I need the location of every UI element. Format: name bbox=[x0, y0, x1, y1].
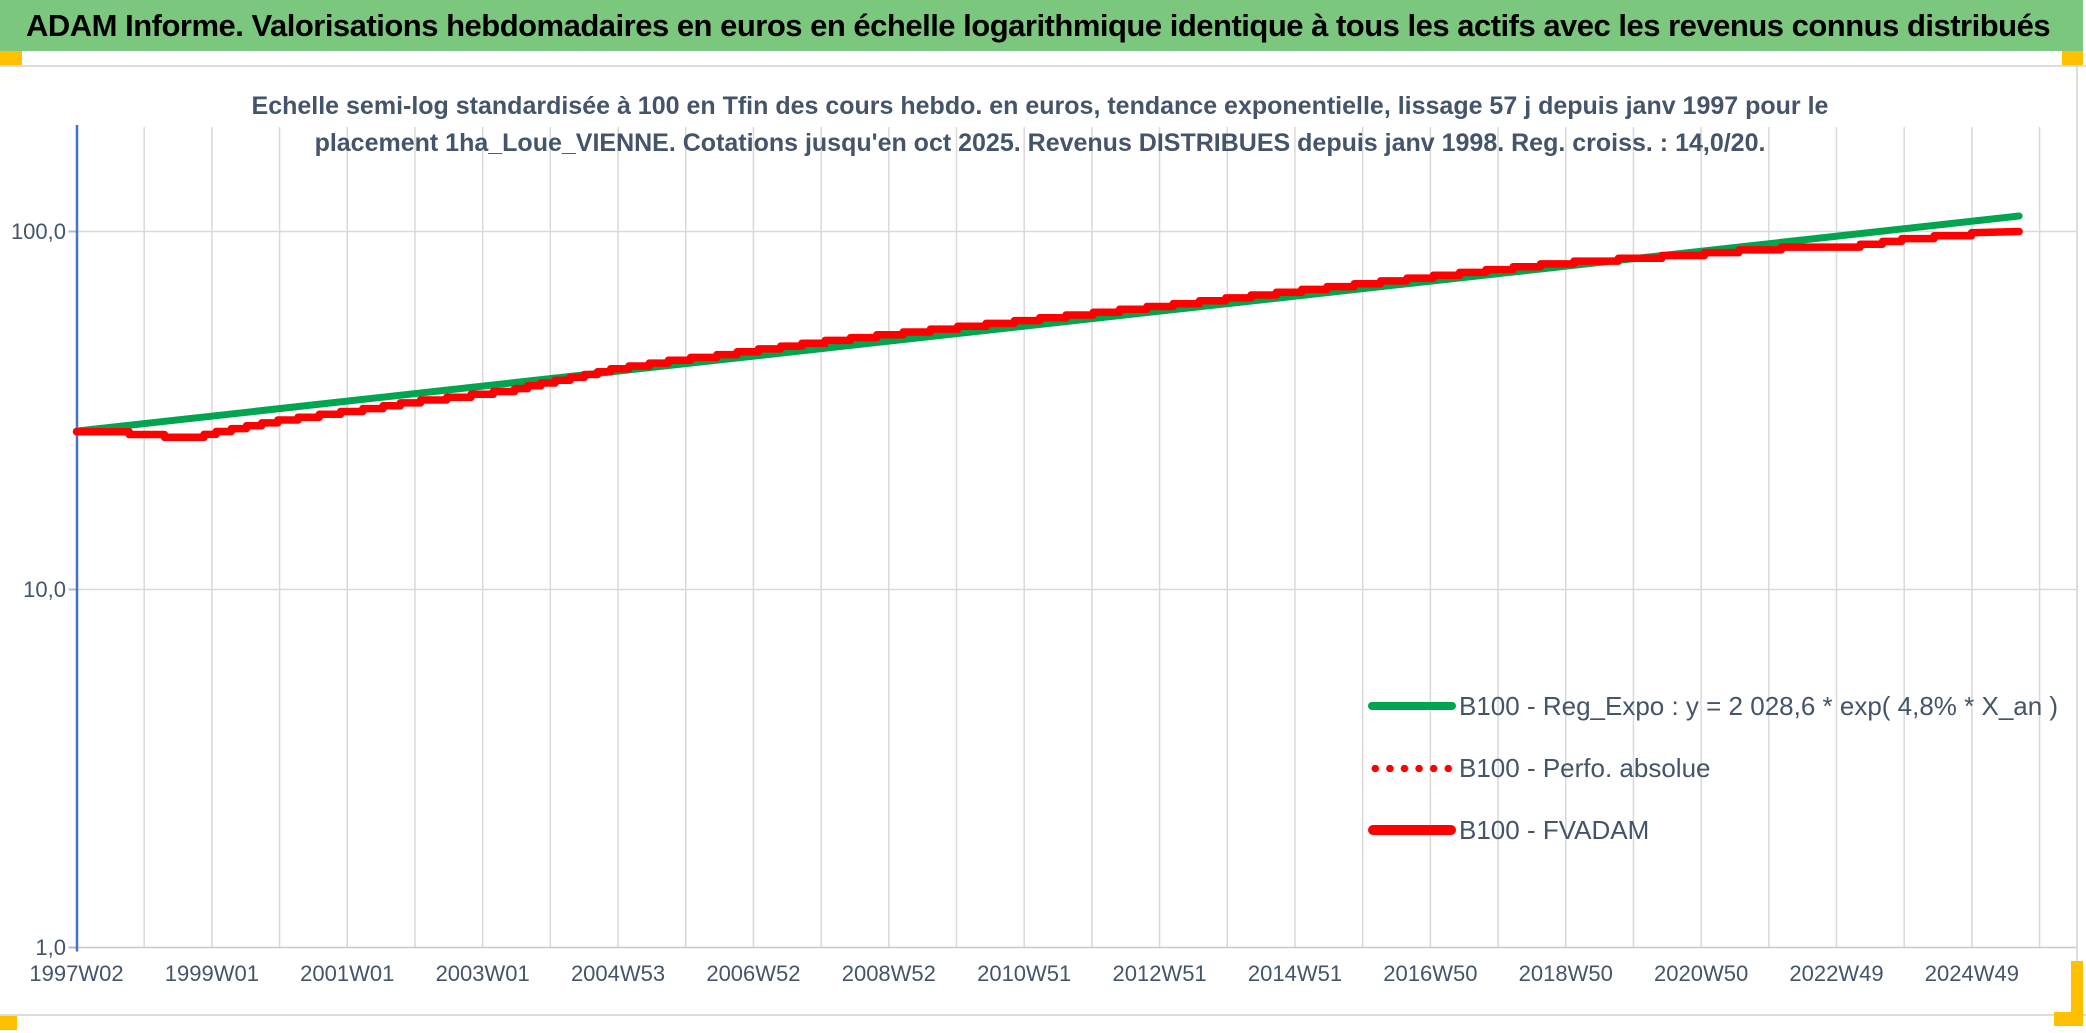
header-title: ADAM Informe. Valorisations hebdomadaire… bbox=[26, 7, 2051, 43]
x-axis-tick-label: 2022W49 bbox=[1789, 961, 1884, 986]
chart-title-line-1: Echelle semi-log standardisée à 100 en T… bbox=[251, 92, 1829, 120]
y-axis-tick-label: 1,0 bbox=[35, 934, 66, 960]
x-axis-tick-label: 2018W50 bbox=[1518, 961, 1613, 986]
legend-item-fvadam[interactable]: B100 - FVADAM bbox=[1368, 810, 2058, 850]
chart-frame-right-border bbox=[2076, 67, 2078, 1015]
x-axis-tick-label: 2006W52 bbox=[706, 961, 801, 986]
x-axis-tick-label: 2020W50 bbox=[1654, 961, 1749, 986]
x-axis-tick-label: 2016W50 bbox=[1383, 961, 1478, 986]
legend-item-reg-expo[interactable]: B100 - Reg_Expo : y = 2 028,6 * exp( 4,8… bbox=[1368, 686, 2058, 726]
y-axis-tick-label: 100,0 bbox=[10, 218, 66, 244]
legend-label-perfo-absolue: B100 - Perfo. absolue bbox=[1459, 752, 1711, 783]
x-axis-tick-label: 2008W52 bbox=[841, 961, 936, 986]
series-line-fvadam[interactable] bbox=[72, 227, 2023, 442]
row-divider-bottom bbox=[0, 1014, 2086, 1016]
yellow-marker-right-strip bbox=[2071, 961, 2083, 1014]
x-axis-tick-label: 1999W01 bbox=[164, 961, 259, 986]
green-solid-line-icon bbox=[1368, 702, 1456, 710]
x-axis-tick-label: 2012W51 bbox=[1112, 961, 1207, 986]
row-divider-top bbox=[0, 65, 2086, 67]
x-axis-tick-label: 2001W01 bbox=[300, 961, 395, 986]
legend-label-reg-expo: B100 - Reg_Expo : y = 2 028,6 * exp( 4,8… bbox=[1459, 690, 2059, 721]
chart-title-line-2: placement 1ha_Loue_VIENNE. Cotations jus… bbox=[314, 129, 1766, 157]
y-axis-tick-label: 10,0 bbox=[23, 576, 66, 602]
x-axis-tick-label: 2014W51 bbox=[1247, 961, 1343, 986]
yellow-marker-bottom-right bbox=[2054, 1012, 2083, 1026]
red-solid-line-icon bbox=[1368, 825, 1456, 835]
x-axis-tick-label: 2003W01 bbox=[435, 961, 530, 986]
yellow-marker-top-right bbox=[2062, 51, 2083, 65]
yellow-marker-bottom-left bbox=[0, 1016, 17, 1030]
chart-legend: B100 - Reg_Expo : y = 2 028,6 * exp( 4,8… bbox=[1368, 686, 2058, 850]
x-axis-tick-label: 2024W49 bbox=[1924, 961, 2019, 986]
legend-item-perfo-absolue[interactable]: B100 - Perfo. absolue bbox=[1368, 748, 2058, 788]
chart-title: Echelle semi-log standardisée à 100 en T… bbox=[230, 88, 1850, 162]
red-dotted-line-icon bbox=[1368, 763, 1456, 773]
legend-label-fvadam: B100 - FVADAM bbox=[1459, 814, 1650, 845]
series-line-reg-expo[interactable] bbox=[73, 212, 2023, 435]
header-banner: ADAM Informe. Valorisations hebdomadaire… bbox=[0, 0, 2083, 51]
yellow-marker-top-left bbox=[0, 51, 22, 65]
x-axis-tick-label: 1997W02 bbox=[29, 961, 124, 986]
x-axis-tick-label: 2010W51 bbox=[977, 961, 1072, 986]
x-axis-tick-label: 2004W53 bbox=[570, 961, 666, 986]
